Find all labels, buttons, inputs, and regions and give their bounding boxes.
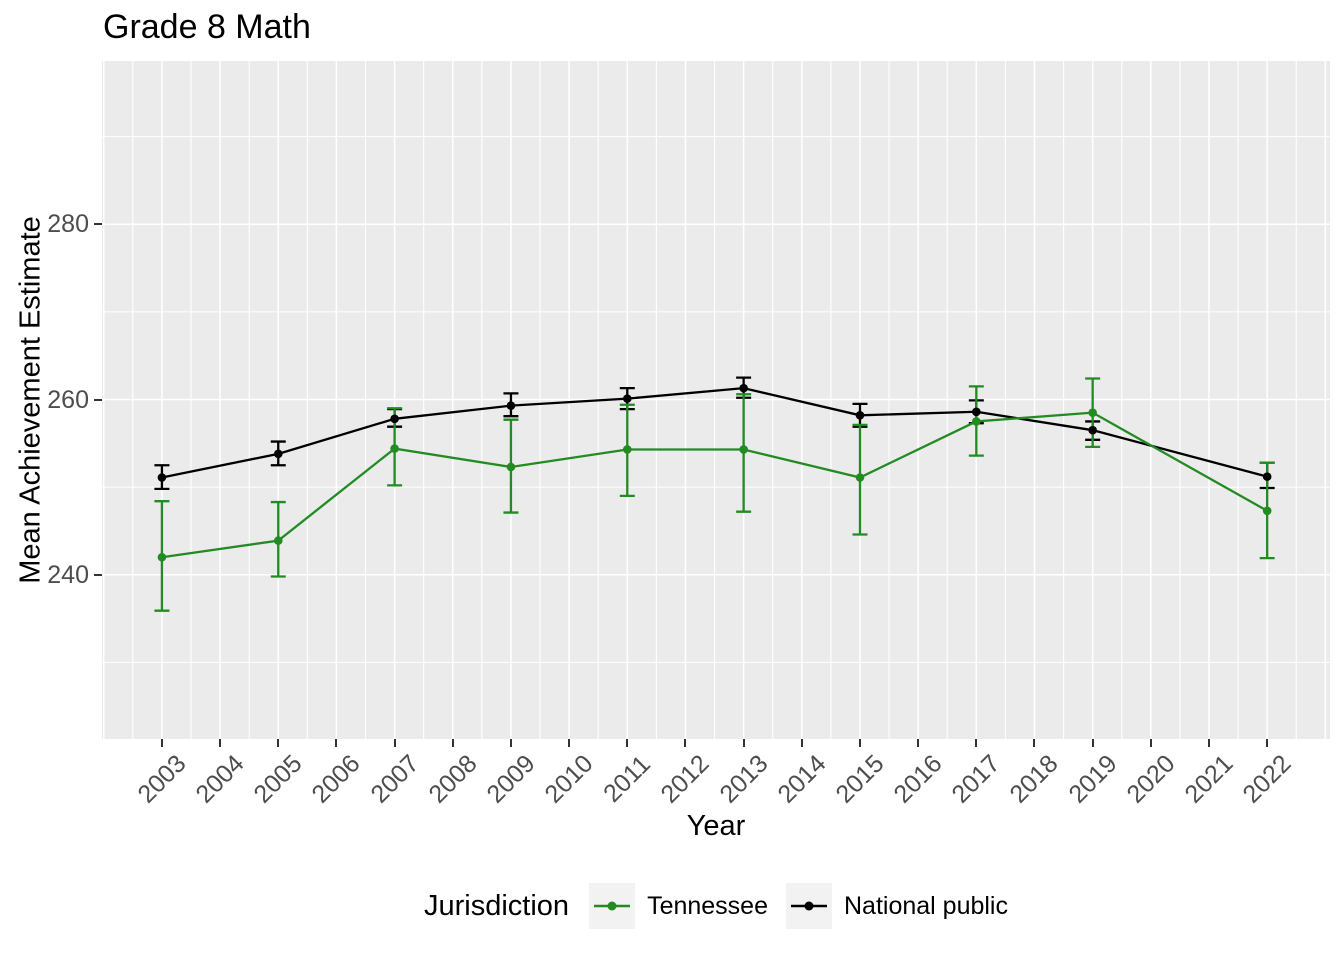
- x-tick-mark: [742, 739, 745, 747]
- x-tick-mark: [626, 739, 629, 747]
- x-tick-mark: [160, 739, 163, 747]
- data-point: [1262, 472, 1272, 481]
- legend-title: Jurisdiction: [424, 889, 570, 922]
- x-tick-label: 2013: [714, 749, 774, 809]
- y-tick-label: 280: [47, 210, 89, 239]
- x-tick-mark: [277, 739, 280, 747]
- x-tick-label: 2016: [888, 749, 948, 809]
- x-tick-label: 2009: [481, 749, 541, 809]
- x-tick-label: 2018: [1004, 749, 1065, 809]
- x-tick-mark: [393, 739, 396, 747]
- data-point: [273, 449, 283, 459]
- x-tick-label: 2003: [132, 749, 192, 809]
- data-point: [739, 383, 748, 393]
- legend-item-tennessee: Tennessee: [589, 883, 768, 929]
- x-tick-label: 2017: [946, 749, 1006, 809]
- data-point: [1262, 506, 1272, 516]
- x-tick-mark: [1266, 739, 1269, 747]
- data-point: [1088, 408, 1097, 417]
- data-point: [855, 410, 865, 420]
- x-tick-mark: [568, 739, 571, 747]
- y-axis-title: Mean Achievement Estimate: [14, 216, 47, 584]
- x-tick-mark: [917, 739, 920, 747]
- y-tick-label: 260: [47, 385, 89, 414]
- x-tick-mark: [684, 739, 687, 747]
- legend-label-national-public: National public: [844, 891, 1008, 920]
- data-point: [855, 473, 865, 482]
- plot-area: [102, 61, 1330, 739]
- series-line: [161, 411, 1268, 559]
- plot-panel: [102, 61, 1330, 739]
- x-tick-mark: [219, 739, 222, 747]
- x-axis-title: Year: [686, 810, 746, 842]
- x-tick-mark: [858, 739, 861, 747]
- x-tick-mark: [1208, 739, 1210, 747]
- data-point: [506, 462, 516, 472]
- y-tick-mark: [94, 223, 102, 226]
- x-tick-mark: [975, 739, 978, 747]
- series-line: [161, 386, 1268, 479]
- x-tick-label: 2021: [1179, 749, 1239, 809]
- x-tick-label: 2004: [190, 749, 250, 809]
- x-tick-label: 2019: [1063, 749, 1123, 809]
- data-point: [273, 536, 283, 545]
- x-tick-mark: [1149, 739, 1152, 747]
- data-point: [157, 552, 167, 562]
- data-point: [622, 445, 632, 454]
- data-point: [739, 445, 748, 454]
- y-tick-label: 240: [47, 560, 89, 589]
- legend-key-national-public: [786, 883, 832, 929]
- legend-item-national-public: National public: [786, 883, 1008, 929]
- x-tick-label: 2010: [539, 749, 599, 809]
- x-tick-mark: [451, 739, 454, 747]
- x-tick-label: 2014: [772, 749, 832, 809]
- chart-title: Grade 8 Math: [103, 8, 311, 46]
- x-tick-label: 2015: [830, 749, 890, 809]
- line-point-icon: [594, 901, 631, 911]
- x-tick-mark: [335, 739, 338, 747]
- x-tick-label: 2022: [1237, 749, 1297, 809]
- data-point: [622, 394, 632, 403]
- legend: Jurisdiction Tennessee National public: [424, 883, 1008, 929]
- legend-label-tennessee: Tennessee: [647, 891, 768, 920]
- x-tick-label: 2011: [598, 750, 657, 808]
- x-tick-label: 2006: [306, 749, 366, 809]
- data-point: [506, 401, 516, 410]
- data-point: [972, 417, 981, 426]
- x-tick-mark: [800, 739, 803, 747]
- data-point: [1088, 425, 1097, 435]
- legend-key-tennessee: [589, 883, 636, 929]
- data-point: [390, 444, 399, 453]
- x-tick-mark: [1033, 739, 1036, 747]
- data-point: [390, 414, 399, 424]
- data-point: [972, 407, 981, 417]
- y-tick-mark: [94, 573, 102, 576]
- x-tick-label: 2012: [655, 749, 716, 809]
- x-tick-mark: [1091, 739, 1094, 747]
- line-point-icon: [791, 901, 827, 911]
- x-tick-label: 2020: [1121, 749, 1181, 809]
- data-point: [157, 473, 167, 482]
- x-tick-label: 2005: [248, 749, 308, 809]
- x-tick-label: 2007: [365, 749, 425, 809]
- y-tick-mark: [94, 398, 102, 401]
- x-tick-mark: [509, 739, 512, 747]
- x-tick-label: 2008: [423, 749, 483, 809]
